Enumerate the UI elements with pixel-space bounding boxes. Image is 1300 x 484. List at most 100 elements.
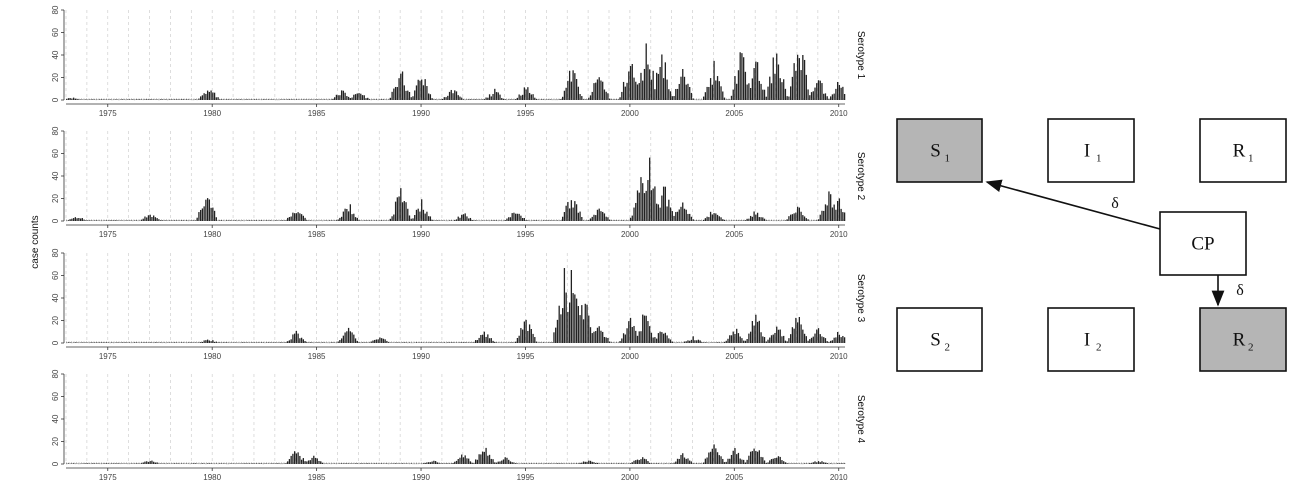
bar [508,217,510,221]
bar [410,463,412,464]
bar [469,217,472,221]
bar [299,455,301,464]
bar [494,462,496,464]
bar [504,342,506,343]
bar [462,99,465,100]
panel-4: 0 20 40 60 80 1975 1980 1985 1990 1995 2000 2005 201… [51,369,866,482]
bar [238,99,240,100]
bar [252,463,254,464]
bar [293,451,296,464]
bar [668,199,670,221]
bar [682,202,684,221]
bar [506,457,508,464]
y-tick-label: 20 [51,194,60,203]
bar [450,342,452,343]
bar [835,337,837,343]
bar [133,342,136,343]
bar [394,463,397,464]
bar [283,99,285,100]
bar [821,83,823,100]
bar [756,62,759,100]
bar [69,219,71,221]
bar [398,78,400,100]
bar [226,99,228,100]
bar [363,342,365,343]
bar [556,463,559,464]
bar [431,98,433,100]
bar [396,87,398,100]
bar [429,216,432,221]
bar [572,293,574,343]
arrow-label-delta-1: δ [1111,195,1119,212]
bar [354,94,357,100]
bar [93,463,96,464]
bar [530,94,532,100]
bar [88,220,90,221]
bar [843,93,846,100]
bar [412,96,414,100]
x-tick-label: 1980 [203,352,221,361]
bar [300,459,303,464]
bar [398,342,400,343]
bar [689,87,691,100]
bar [247,220,249,221]
bar [292,453,294,464]
bar [683,457,686,464]
bar [736,328,738,343]
bar [743,459,745,464]
bar [147,99,150,100]
bar [636,459,639,464]
bar [744,462,747,464]
bar [358,93,360,100]
bar [166,463,169,464]
bar [809,339,811,343]
bar [266,342,268,343]
bar [756,321,759,343]
bar [509,99,512,100]
bar [165,99,167,100]
bar [734,448,736,464]
bar [574,201,576,221]
bar [457,95,459,100]
bar [128,342,130,343]
bar [521,217,524,221]
bar [212,92,214,100]
bar [779,78,781,100]
x-tick-label: 2005 [725,352,743,361]
bar [513,212,515,221]
bar [492,459,494,464]
bar [638,192,640,221]
bar [365,98,367,100]
bar [346,463,348,464]
bar [118,342,120,343]
bar [212,340,214,343]
bar [226,342,228,343]
bar [716,76,719,100]
bar [194,342,197,343]
bar [248,220,251,221]
bar [487,334,489,343]
bar [156,342,158,343]
bar [368,99,371,100]
bar [706,216,708,221]
bar [676,88,679,100]
bar [314,457,317,464]
bar [220,99,223,100]
bar [521,94,524,100]
bar [756,212,759,221]
bar [814,461,816,464]
bar [629,317,632,343]
bar [407,208,409,221]
x-tick-label: 2010 [830,352,848,361]
bar [685,458,687,464]
bar [579,94,581,100]
bar [819,334,821,343]
bar [843,212,846,221]
bar [614,220,616,221]
bar [83,342,85,343]
bar [673,96,675,100]
bar [441,98,444,100]
bar [527,330,529,343]
